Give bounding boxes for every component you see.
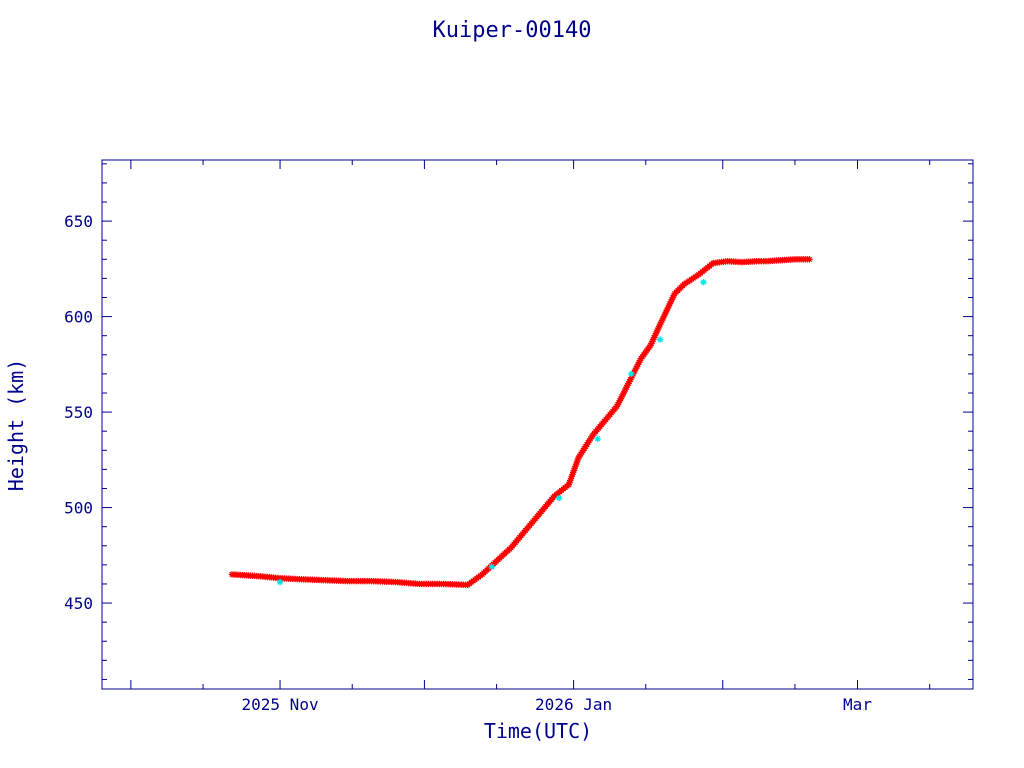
data-point <box>488 563 495 570</box>
data-point <box>657 336 664 343</box>
data-point <box>806 256 813 263</box>
chart-title: Kuiper-00140 <box>433 18 592 43</box>
y-tick-label: 600 <box>64 308 93 327</box>
data-point <box>594 435 601 443</box>
x-tick-label: 2026 Jan <box>535 695 612 714</box>
data-point <box>276 578 284 586</box>
data-point <box>700 279 707 286</box>
y-tick-label: 500 <box>64 499 93 518</box>
data-point <box>628 370 635 378</box>
plot-frame <box>101 159 974 690</box>
y-tick-label: 450 <box>64 594 93 613</box>
y-axis-label: Height (km) <box>4 359 28 491</box>
data-point <box>555 494 563 502</box>
x-tick-label: Mar <box>843 695 872 714</box>
y-tick-label: 650 <box>64 212 93 231</box>
x-axis-label: Time(UTC) <box>484 719 592 743</box>
y-axis-ticks: 450 500 550 600 650 <box>64 163 973 680</box>
x-axis-ticks: 2025 Nov 2026 Jan Mar <box>130 160 931 714</box>
data-points <box>228 256 813 589</box>
x-tick-label: 2025 Nov <box>242 695 319 714</box>
y-tick-label: 550 <box>64 403 93 422</box>
